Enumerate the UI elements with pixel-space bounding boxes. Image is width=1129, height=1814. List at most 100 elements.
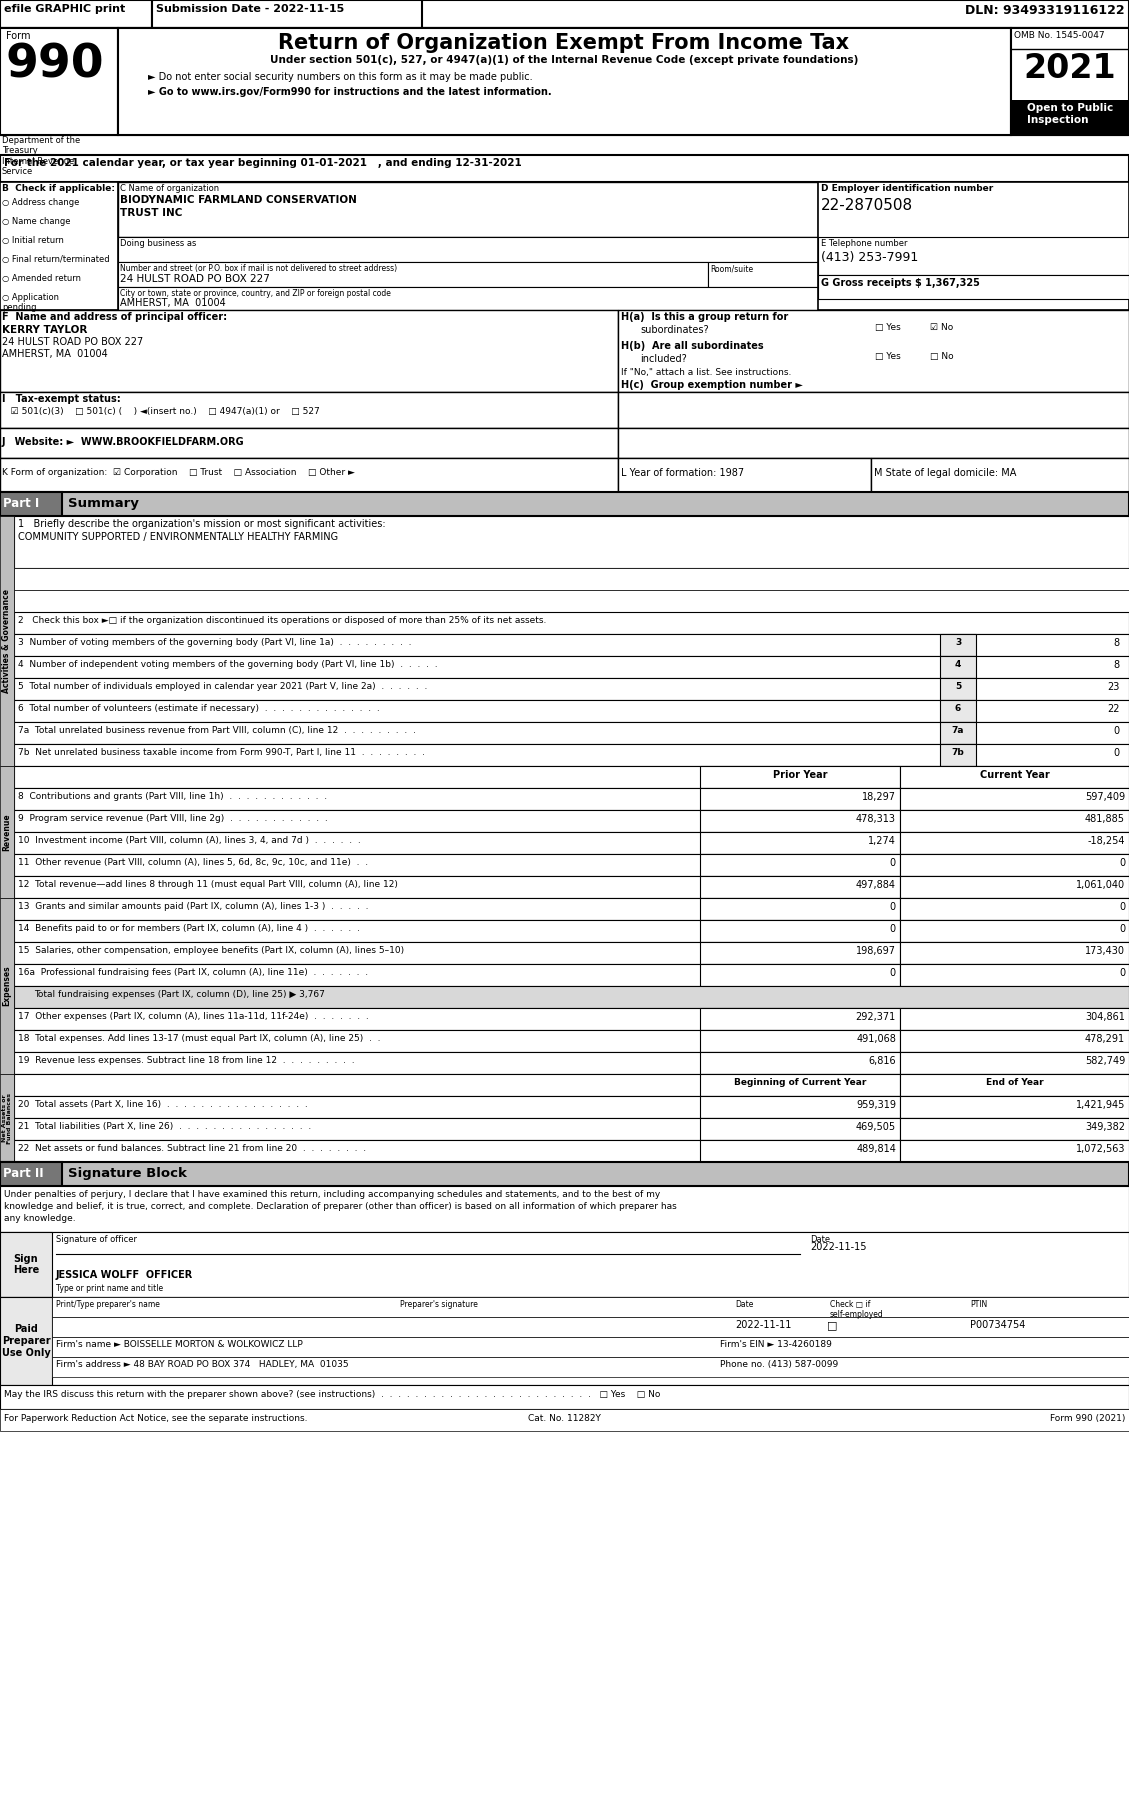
Text: 5: 5 xyxy=(955,682,961,691)
Bar xyxy=(618,392,1129,428)
Text: Part II: Part II xyxy=(3,1166,44,1179)
Bar xyxy=(0,492,62,515)
Text: For Paperwork Reduction Act Notice, see the separate instructions.: For Paperwork Reduction Act Notice, see … xyxy=(5,1413,307,1422)
Bar xyxy=(14,744,1129,766)
Bar xyxy=(900,898,1129,920)
Text: J   Website: ►  WWW.BROOKFIELDFARM.ORG: J Website: ► WWW.BROOKFIELDFARM.ORG xyxy=(2,437,245,446)
Text: 0: 0 xyxy=(1114,747,1120,758)
Text: 20  Total assets (Part X, line 16)  .  .  .  .  .  .  .  .  .  .  .  .  .  .  . : 20 Total assets (Part X, line 16) . . . … xyxy=(18,1099,308,1108)
Text: Firm's address ► 48 BAY ROAD PO BOX 374   HADLEY, MA  01035: Firm's address ► 48 BAY ROAD PO BOX 374 … xyxy=(56,1360,349,1370)
Text: 22-2870508: 22-2870508 xyxy=(821,198,913,212)
Bar xyxy=(700,920,900,941)
Bar xyxy=(940,722,975,744)
Bar xyxy=(0,27,1129,134)
Bar xyxy=(940,635,975,657)
Text: City or town, state or province, country, and ZIP or foreign postal code: City or town, state or province, country… xyxy=(120,288,391,297)
Text: Beginning of Current Year: Beginning of Current Year xyxy=(734,1078,866,1087)
Text: (413) 253-7991: (413) 253-7991 xyxy=(821,250,918,265)
Bar xyxy=(0,1074,14,1163)
Text: 9  Program service revenue (Part VIII, line 2g)  .  .  .  .  .  .  .  .  .  .  .: 9 Program service revenue (Part VIII, li… xyxy=(18,814,327,824)
Bar xyxy=(900,1096,1129,1117)
Text: 4  Number of independent voting members of the governing body (Part VI, line 1b): 4 Number of independent voting members o… xyxy=(18,660,438,669)
Bar xyxy=(900,963,1129,987)
Bar xyxy=(14,678,1129,700)
Text: B  Check if applicable:: B Check if applicable: xyxy=(2,183,115,192)
Bar xyxy=(940,700,975,722)
Bar xyxy=(14,963,1129,987)
Text: 0: 0 xyxy=(890,858,896,869)
Bar xyxy=(14,700,1129,722)
Text: 2022-11-11: 2022-11-11 xyxy=(735,1321,791,1330)
Text: G Gross receipts $ 1,367,325: G Gross receipts $ 1,367,325 xyxy=(821,278,980,288)
Bar xyxy=(900,854,1129,876)
Text: JESSICA WOLFF  OFFICER: JESSICA WOLFF OFFICER xyxy=(56,1270,193,1281)
Bar xyxy=(940,744,975,766)
Text: M State of legal domicile: MA: M State of legal domicile: MA xyxy=(874,468,1016,479)
Bar xyxy=(119,238,819,261)
Text: K Form of organization:  ☑ Corporation    □ Trust    □ Association    □ Other ►: K Form of organization: ☑ Corporation □ … xyxy=(2,468,355,477)
Bar xyxy=(0,1386,1129,1409)
Bar xyxy=(0,492,1129,515)
Text: 1,421,945: 1,421,945 xyxy=(1076,1099,1124,1110)
Bar xyxy=(0,898,14,1074)
Text: May the IRS discuss this return with the preparer shown above? (see instructions: May the IRS discuss this return with the… xyxy=(5,1390,660,1399)
Text: 1,061,040: 1,061,040 xyxy=(1076,880,1124,891)
Text: 10  Investment income (Part VIII, column (A), lines 3, 4, and 7d )  .  .  .  .  : 10 Investment income (Part VIII, column … xyxy=(18,836,361,845)
Text: 3: 3 xyxy=(955,639,961,648)
Text: 16a  Professional fundraising fees (Part IX, column (A), line 11e)  .  .  .  .  : 16a Professional fundraising fees (Part … xyxy=(18,969,368,978)
Text: 0: 0 xyxy=(890,969,896,978)
Text: Return of Organization Exempt From Income Tax: Return of Organization Exempt From Incom… xyxy=(279,33,849,53)
Bar xyxy=(900,1052,1129,1074)
Text: Activities & Governance: Activities & Governance xyxy=(2,590,11,693)
Text: subordinates?: subordinates? xyxy=(640,325,709,336)
Bar xyxy=(0,0,152,27)
Bar xyxy=(700,1030,900,1052)
Text: ○ Initial return: ○ Initial return xyxy=(2,236,64,245)
Text: 7a  Total unrelated business revenue from Part VIII, column (C), line 12  .  .  : 7a Total unrelated business revenue from… xyxy=(18,726,415,735)
Bar xyxy=(119,287,819,310)
Text: DLN: 93493319116122: DLN: 93493319116122 xyxy=(965,4,1124,16)
Text: Paid
Preparer
Use Only: Paid Preparer Use Only xyxy=(1,1324,51,1357)
Text: Date: Date xyxy=(809,1235,830,1244)
Bar xyxy=(700,1074,900,1096)
Text: Firm's EIN ► 13-4260189: Firm's EIN ► 13-4260189 xyxy=(720,1341,832,1350)
Bar xyxy=(900,1009,1129,1030)
Text: 959,319: 959,319 xyxy=(856,1099,896,1110)
Bar xyxy=(618,457,870,492)
Text: L Year of formation: 1987: L Year of formation: 1987 xyxy=(621,468,744,479)
Text: Total fundraising expenses (Part IX, column (D), line 25) ▶ 3,767: Total fundraising expenses (Part IX, col… xyxy=(34,990,325,1000)
Bar xyxy=(900,833,1129,854)
Text: □: □ xyxy=(828,1321,838,1330)
Text: Room/suite: Room/suite xyxy=(710,265,753,272)
Bar xyxy=(52,1297,1129,1317)
Bar xyxy=(0,457,618,492)
Text: 22  Net assets or fund balances. Subtract line 21 from line 20  .  .  .  .  .  .: 22 Net assets or fund balances. Subtract… xyxy=(18,1145,366,1154)
Bar xyxy=(119,27,1010,134)
Bar xyxy=(1010,27,1129,134)
Bar xyxy=(900,920,1129,941)
Bar xyxy=(940,678,975,700)
Bar xyxy=(700,1009,900,1030)
Text: Sign
Here: Sign Here xyxy=(12,1253,40,1275)
Bar xyxy=(0,181,119,310)
Bar xyxy=(0,27,119,134)
Text: Date: Date xyxy=(735,1301,753,1310)
Bar xyxy=(119,181,819,238)
Text: ► Do not enter social security numbers on this form as it may be made public.: ► Do not enter social security numbers o… xyxy=(148,73,533,82)
Bar xyxy=(708,261,819,287)
Text: Preparer's signature: Preparer's signature xyxy=(400,1301,478,1310)
Text: End of Year: End of Year xyxy=(986,1078,1043,1087)
Text: H(b)  Are all subordinates: H(b) Are all subordinates xyxy=(621,341,763,350)
Bar xyxy=(700,941,900,963)
Text: H(c)  Group exemption number ►: H(c) Group exemption number ► xyxy=(621,379,803,390)
Text: 18,297: 18,297 xyxy=(863,793,896,802)
Text: efile GRAPHIC print: efile GRAPHIC print xyxy=(5,4,125,15)
Bar xyxy=(700,1117,900,1139)
Text: 6: 6 xyxy=(955,704,961,713)
Text: Signature Block: Signature Block xyxy=(68,1166,187,1179)
Text: 0: 0 xyxy=(890,902,896,912)
Text: 2   Check this box ►□ if the organization discontinued its operations or dispose: 2 Check this box ►□ if the organization … xyxy=(18,617,546,626)
Text: □ No: □ No xyxy=(930,352,954,361)
Bar xyxy=(940,657,975,678)
Text: knowledge and belief, it is true, correct, and complete. Declaration of preparer: knowledge and belief, it is true, correc… xyxy=(5,1203,676,1212)
